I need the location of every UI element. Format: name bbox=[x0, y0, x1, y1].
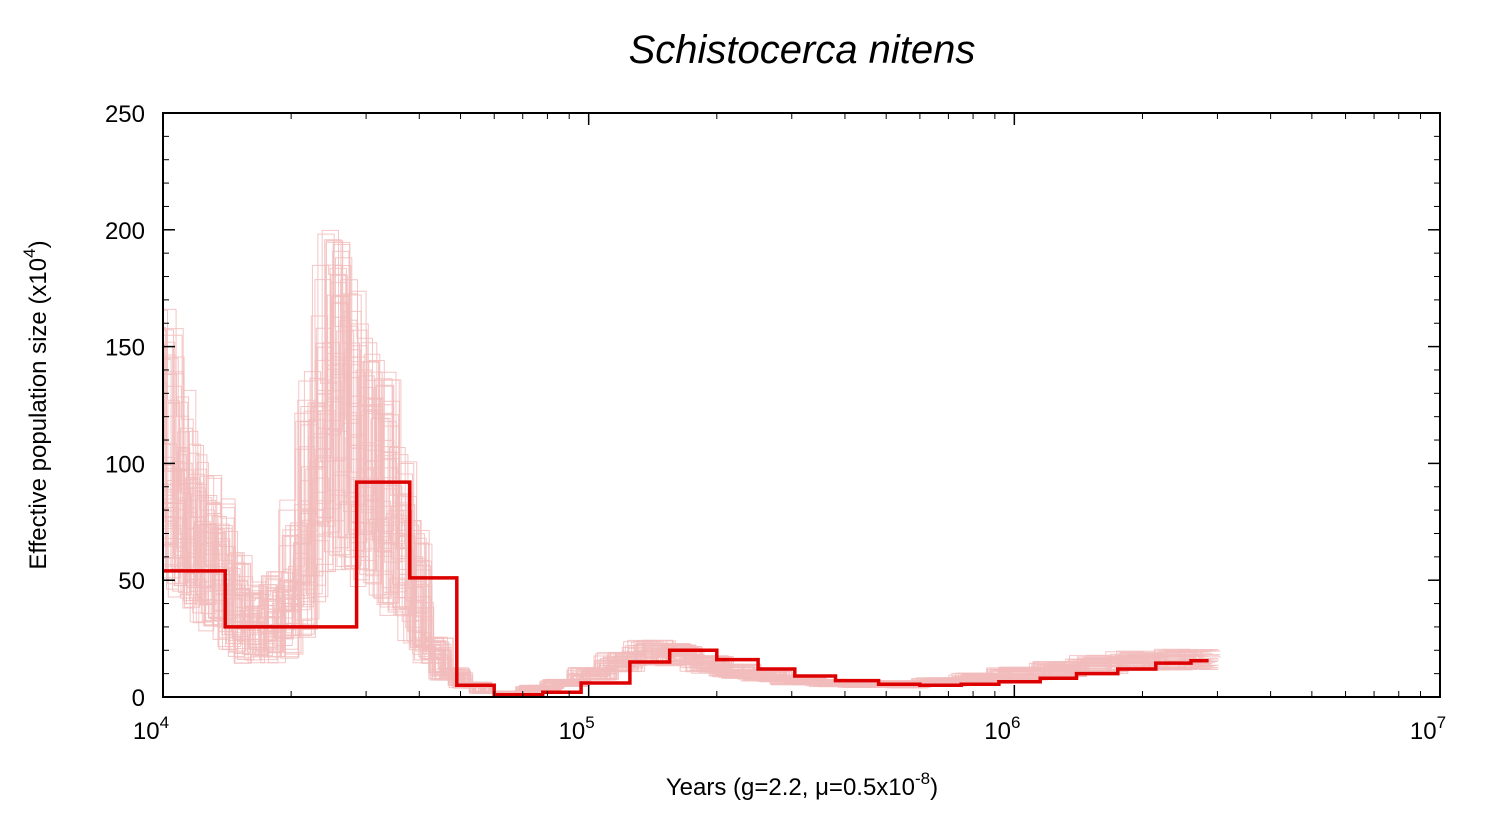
bootstrap-line bbox=[163, 279, 1210, 694]
main-series-line bbox=[163, 480, 1209, 697]
x-axis-label-middle: =0.5x10 bbox=[829, 774, 915, 801]
y-tick-label: 250 bbox=[105, 101, 145, 128]
bootstrap-line bbox=[163, 310, 1214, 693]
bootstrap-line bbox=[163, 296, 1218, 693]
bootstrap-line bbox=[163, 356, 1213, 694]
x-tick-label: 105 bbox=[559, 713, 595, 745]
x-tick-label: 106 bbox=[984, 713, 1020, 745]
bootstrap-line bbox=[163, 295, 1219, 694]
bootstrap-line bbox=[163, 319, 1209, 692]
bootstrap-line bbox=[163, 274, 1217, 693]
x-axis-label-suffix: ) bbox=[930, 774, 938, 801]
y-tick-label: 100 bbox=[105, 451, 145, 478]
x-axis-label-mu: μ bbox=[815, 774, 829, 801]
x-axis-label: Years (g=2.2, μ=0.5x10-8) bbox=[666, 769, 938, 801]
y-tick-label: 200 bbox=[105, 218, 145, 245]
bootstrap-line bbox=[163, 290, 1219, 692]
bootstrap-line bbox=[163, 329, 1209, 695]
bootstrap-line bbox=[163, 294, 1214, 694]
y-axis-label-prefix: Effective population size (x10 bbox=[25, 258, 52, 570]
bootstrap-line bbox=[163, 323, 1221, 692]
bootstrap-line bbox=[163, 330, 1206, 694]
chart-title: Schistocerca nitens bbox=[629, 28, 976, 72]
y-tick-label: 50 bbox=[118, 568, 145, 595]
ticks-layer: 0 50 100 150 200 250 104 105 106 107 bbox=[105, 101, 1446, 745]
bootstrap-line bbox=[163, 293, 1210, 694]
y-axis-label-suffix: ) bbox=[25, 240, 52, 248]
bootstrap-line bbox=[163, 264, 1198, 694]
y-axis-label: Effective population size (x104) bbox=[20, 240, 52, 569]
x-axis-label-exponent: -8 bbox=[915, 769, 930, 788]
y-tick-label: 150 bbox=[105, 335, 145, 362]
x-axis-label-prefix: Years (g=2.2, bbox=[666, 774, 815, 801]
plot-layer bbox=[163, 229, 1221, 697]
bootstrap-line bbox=[163, 303, 1217, 694]
y-tick-label: 0 bbox=[132, 685, 145, 712]
plot-area bbox=[163, 229, 1221, 697]
bootstrap-line bbox=[163, 329, 1219, 693]
x-tick-label: 104 bbox=[133, 713, 169, 745]
x-tick-label: 107 bbox=[1410, 713, 1446, 745]
bootstrap-line bbox=[163, 282, 1216, 695]
bootstrap-line bbox=[163, 294, 1213, 693]
plot-frame bbox=[162, 112, 1441, 698]
y-axis-label-exponent: 4 bbox=[20, 248, 39, 257]
